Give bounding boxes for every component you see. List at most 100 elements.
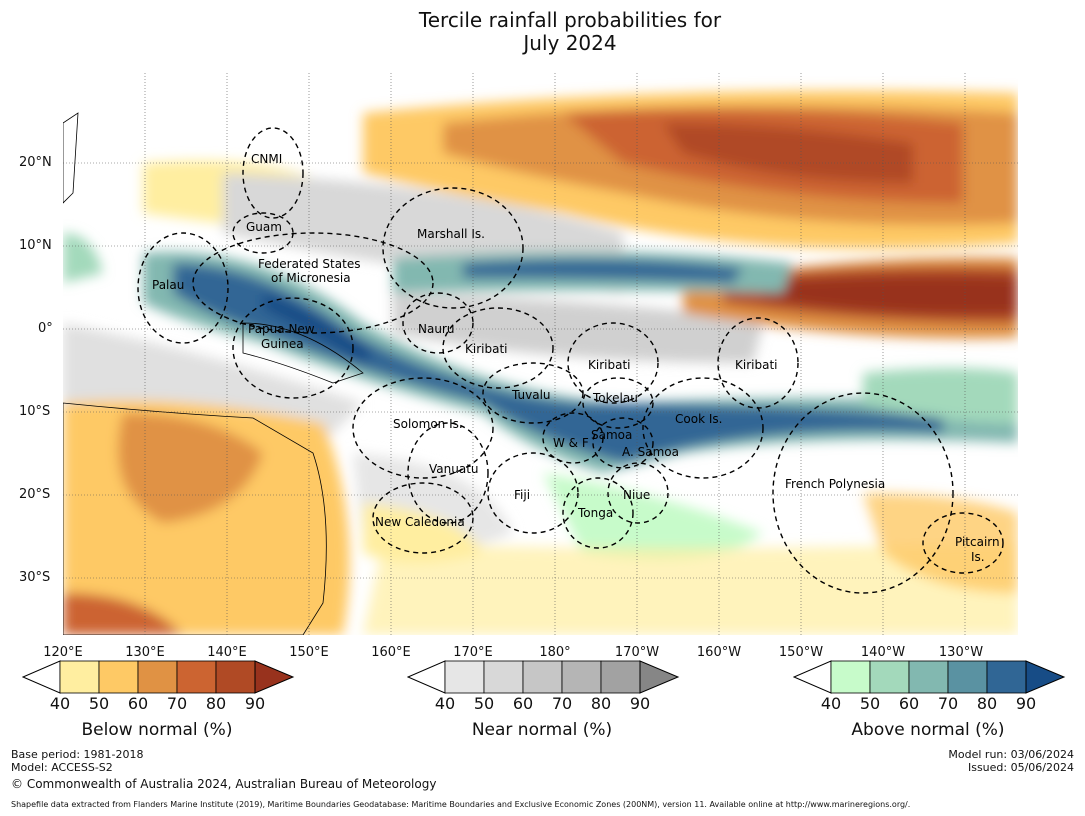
- colorbar-0: [22, 660, 295, 694]
- colorbar-tick: 40: [434, 694, 456, 713]
- colorbar-tick: 80: [205, 694, 227, 713]
- label-tonga: Tonga: [577, 506, 613, 520]
- colorbar-tick: 90: [1015, 694, 1037, 713]
- lon-label: 170°W: [614, 645, 660, 660]
- label-nauru: Nauru: [418, 322, 454, 336]
- colorbar-tick: 60: [127, 694, 149, 713]
- label-kiribati-w: Kiribati: [465, 342, 507, 356]
- colorbar-segment: [59, 660, 100, 694]
- copyright: © Commonwealth of Australia 2024, Austra…: [11, 777, 437, 791]
- colorbar-under-triangle: [22, 660, 61, 694]
- lat-label: 10°N: [19, 238, 52, 253]
- shapefile-credit: Shapefile data extracted from Flanders M…: [11, 800, 911, 809]
- colorbar-tick: 60: [898, 694, 920, 713]
- colorbar-tick: 90: [244, 694, 266, 713]
- label-solomon: Solomon Is.: [393, 417, 463, 431]
- label-pitcairn-1: Pitcairn: [955, 535, 1000, 549]
- lon-label: 120°E: [43, 645, 83, 660]
- lat-label: 20°S: [19, 487, 51, 502]
- colorbar-segment: [137, 660, 178, 694]
- lon-label: 170°E: [453, 645, 493, 660]
- label-tokelau: Tokelau: [592, 391, 638, 405]
- region-labels: CNMI Guam Marshall Is. Federated States …: [152, 152, 1000, 564]
- label-samoa: Samoa: [591, 428, 632, 442]
- colorbar-tick: 80: [590, 694, 612, 713]
- colorbar-tick: 70: [937, 694, 959, 713]
- issued-date: Issued: 05/06/2024: [967, 761, 1074, 774]
- colorbar-segment: [215, 660, 256, 694]
- colorbar-over-triangle: [639, 660, 680, 694]
- eez-boundaries: [137, 127, 1004, 594]
- label-png-2: Guinea: [261, 337, 304, 351]
- colorbar-segment: [483, 660, 524, 694]
- lon-label: 130°E: [125, 645, 165, 660]
- lon-label: 130°W: [938, 645, 984, 660]
- colorbar-segment: [176, 660, 217, 694]
- colorbar-tick: 50: [88, 694, 110, 713]
- model-run: Model run: 03/06/2024: [948, 748, 1074, 761]
- colorbar-segment: [444, 660, 485, 694]
- colorbar-label: Above normal (%): [851, 720, 1005, 740]
- lat-label: 10°S: [19, 404, 51, 419]
- colorbar-tick: 40: [820, 694, 842, 713]
- label-fiji: Fiji: [514, 488, 530, 502]
- label-marshall: Marshall Is.: [417, 227, 485, 241]
- colorbar-under-triangle: [793, 660, 832, 694]
- colorbar-segment: [869, 660, 910, 694]
- colorbar-1: [407, 660, 680, 694]
- label-niue: Niue: [623, 488, 650, 502]
- graticule: [63, 73, 1018, 635]
- label-french-polynesia: French Polynesia: [785, 477, 885, 491]
- colorbar-label: Near normal (%): [471, 720, 613, 740]
- label-pitcairn-2: Is.: [971, 550, 985, 564]
- lon-label: 180°: [539, 645, 571, 660]
- colorbar-over-triangle: [1025, 660, 1066, 694]
- base-period: Base period: 1981-2018: [11, 748, 144, 761]
- lat-label: 20°N: [19, 155, 52, 170]
- colorbar-tick: 50: [473, 694, 495, 713]
- colorbar-tick: 50: [859, 694, 881, 713]
- colorbar-2: [793, 660, 1066, 694]
- colorbar-tick: 40: [49, 694, 71, 713]
- lat-label: 0°: [38, 321, 53, 336]
- label-cook: Cook Is.: [675, 412, 722, 426]
- colorbar-segment: [947, 660, 988, 694]
- coastlines: [63, 112, 364, 635]
- label-new-caledonia: New Caledonia: [375, 515, 465, 529]
- colorbar-segment: [830, 660, 871, 694]
- lon-label: 150°W: [778, 645, 824, 660]
- lon-label: 150°E: [289, 645, 329, 660]
- colorbar-tick: 90: [629, 694, 651, 713]
- lat-label: 30°S: [19, 570, 51, 585]
- colorbar-segment: [98, 660, 139, 694]
- map: CNMI Guam Marshall Is. Federated States …: [63, 73, 1018, 635]
- colorbar-segment: [522, 660, 563, 694]
- label-fsm-2: of Micronesia: [271, 271, 351, 285]
- colorbar-segment: [908, 660, 949, 694]
- colorbar-over-triangle: [254, 660, 295, 694]
- label-tuvalu: Tuvalu: [511, 388, 551, 402]
- colorbar-label: Below normal (%): [81, 720, 233, 740]
- label-guam: Guam: [246, 220, 282, 234]
- colorbar-tick: 70: [551, 694, 573, 713]
- label-fsm-1: Federated States: [258, 257, 360, 271]
- colorbar-tick: 70: [166, 694, 188, 713]
- model-name: Model: ACCESS-S2: [11, 761, 113, 774]
- lon-label: 140°E: [207, 645, 247, 660]
- colorbar-tick: 60: [512, 694, 534, 713]
- label-palau: Palau: [152, 278, 184, 292]
- label-vanuatu: Vanuatu: [429, 462, 479, 476]
- colorbar-segment: [561, 660, 602, 694]
- label-kiribati-c: Kiribati: [588, 358, 630, 372]
- label-kiribati-e: Kiribati: [735, 358, 777, 372]
- colorbar-segment: [600, 660, 641, 694]
- label-cnmi: CNMI: [251, 152, 282, 166]
- probability-field: [63, 90, 1018, 635]
- colorbar-segment: [986, 660, 1027, 694]
- lon-label: 160°W: [696, 645, 742, 660]
- lon-label: 140°W: [860, 645, 906, 660]
- colorbar-tick: 80: [976, 694, 998, 713]
- label-american-samoa: A. Samoa: [622, 445, 679, 459]
- label-png-1: Papua New: [248, 322, 315, 336]
